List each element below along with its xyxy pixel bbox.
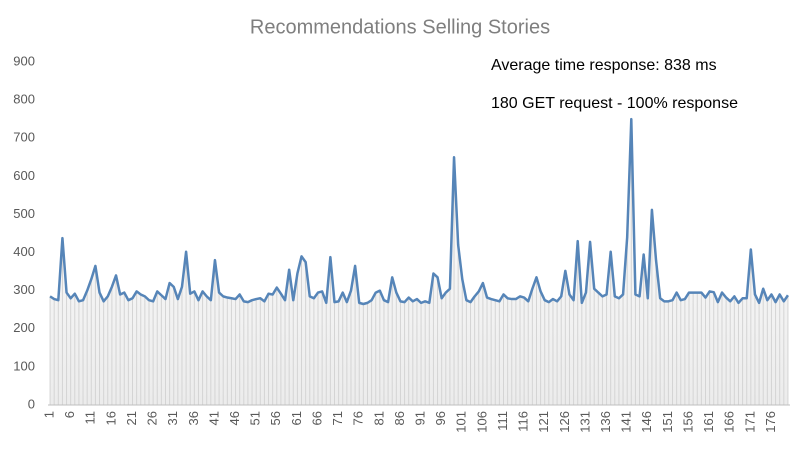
x-tick-label: 176 (763, 411, 778, 433)
x-tick-label: 51 (248, 411, 263, 425)
x-tick-label: 1 (41, 411, 56, 418)
x-tick-label: 91 (412, 411, 427, 425)
y-tick-label: 800 (13, 92, 35, 107)
x-tick-label: 41 (206, 411, 221, 425)
annotation: Average time response: 838 ms (491, 57, 717, 74)
y-tick-label: 0 (28, 396, 35, 411)
x-tick-label: 106 (474, 411, 489, 433)
x-tick-label: 31 (165, 411, 180, 425)
x-tick-label: 156 (680, 411, 695, 433)
x-tick-label: 76 (351, 411, 366, 425)
x-tick-label: 126 (557, 411, 572, 433)
x-tick-label: 146 (639, 411, 654, 433)
x-tick-label: 166 (722, 411, 737, 433)
chart-title: Recommendations Selling Stories (250, 16, 550, 38)
x-tick-label: 171 (742, 411, 757, 433)
x-tick-label: 151 (660, 411, 675, 433)
y-tick-label: 400 (13, 244, 35, 259)
x-tick-label: 96 (433, 411, 448, 425)
y-tick-label: 500 (13, 206, 35, 221)
x-tick-label: 141 (619, 411, 634, 433)
x-tick-label: 26 (145, 411, 160, 425)
line (49, 117, 789, 306)
x-tick-label: 61 (289, 411, 304, 425)
x-tick-label: 36 (186, 411, 201, 425)
x-tick-label: 66 (309, 411, 324, 425)
x-tick-label: 101 (454, 411, 469, 433)
area (50, 119, 788, 406)
x-tick-label: 46 (227, 411, 242, 425)
y-tick-label: 600 (13, 168, 35, 183)
x-tick-label: 81 (371, 411, 386, 425)
x-tick-label: 116 (516, 411, 531, 432)
y-tick-label: 200 (13, 320, 35, 335)
x-tick-label: 71 (330, 411, 345, 425)
y-tick-label: 700 (13, 130, 35, 145)
y-tick-label: 900 (13, 53, 35, 68)
x-tick-label: 6 (62, 411, 77, 418)
x-tick-label: 56 (268, 411, 283, 425)
x-tick-label: 86 (392, 411, 407, 425)
x-tick-label: 121 (536, 411, 551, 433)
x-tick-label: 11 (83, 411, 98, 425)
x-tick-label: 131 (577, 411, 592, 433)
x-tick-label: 16 (103, 411, 118, 425)
x-tick-label: 161 (701, 411, 716, 433)
x-tick-label: 21 (124, 411, 139, 425)
y-tick-label: 300 (13, 282, 35, 297)
x-tick-label: 111 (495, 411, 510, 431)
x-tick-label: 136 (598, 411, 613, 433)
annotation: 180 GET request - 100% response (491, 95, 738, 112)
y-tick-label: 100 (13, 358, 35, 373)
